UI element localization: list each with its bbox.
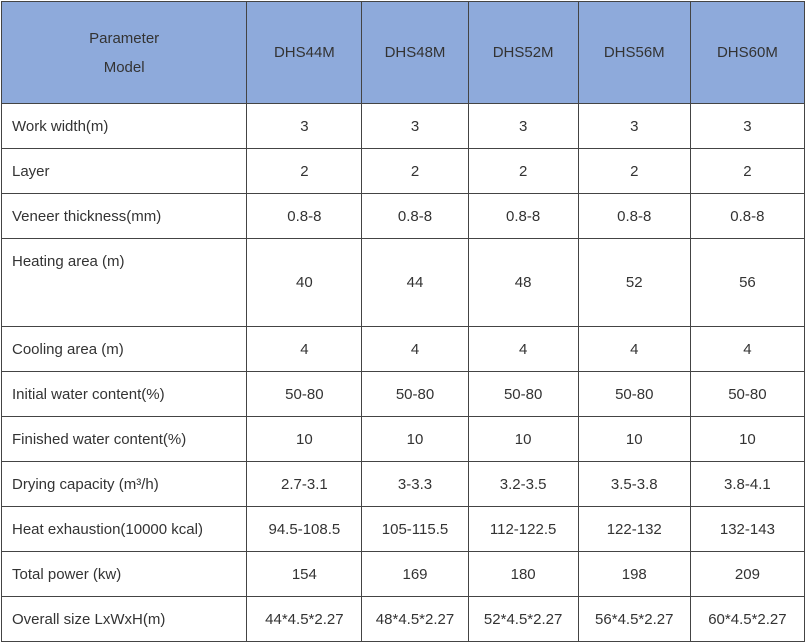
corner-text: Parameter	[89, 29, 160, 47]
table-row: Cooling area (m) 4 4 4 4 4	[0, 326, 806, 372]
row-label: Layer	[0, 148, 248, 194]
cell-value: 4	[467, 326, 579, 372]
cell-value: 50-80	[467, 371, 579, 417]
cell-value: 0.8-8	[246, 193, 363, 239]
cell-value: 10	[467, 416, 579, 462]
table-row: Layer 2 2 2 2 2	[0, 148, 806, 194]
header-row: Parameter Model DHS44M DHS48M DHS52M DHS56M DH…	[0, 1, 806, 104]
cell-value: 3-3.3	[361, 461, 469, 507]
row-label: Total power (kw)	[0, 551, 248, 597]
cell-value: 44*4.5*2.27	[246, 596, 363, 642]
cell-value: 60*4.5*2.27	[689, 596, 806, 642]
cell-value: 3	[689, 103, 806, 149]
cell-value: 4	[689, 326, 806, 372]
model-header: DHS48M	[361, 1, 469, 104]
cell-value: 209	[689, 551, 806, 597]
corner-text: Model	[103, 58, 145, 76]
cell-value: 50-80	[577, 371, 691, 417]
table-row: Heat exhaustion(10000 kcal) 94.5-108.5 105…	[0, 506, 806, 552]
cell-value: 56	[689, 238, 806, 327]
cell-value: 122-132	[577, 506, 691, 552]
row-label: Initial water content(%)	[0, 371, 248, 417]
table-row: Heating area (m) 40 44 48 52 56	[0, 238, 806, 327]
cell-value: 48	[467, 238, 579, 327]
cell-value: 40	[246, 238, 363, 327]
cell-value: 2	[467, 148, 579, 194]
row-label: Overall size LxWxH(m)	[0, 596, 248, 642]
cell-value: 4	[246, 326, 363, 372]
cell-value: 52*4.5*2.27	[467, 596, 579, 642]
row-label: Heating area (m)	[0, 238, 248, 327]
cell-value: 112-122.5	[467, 506, 579, 552]
cell-value: 48*4.5*2.27	[361, 596, 469, 642]
cell-value: 3	[577, 103, 691, 149]
cell-value: 3.8-4.1	[689, 461, 806, 507]
cell-value: 198	[577, 551, 691, 597]
cell-value: 3	[361, 103, 469, 149]
cell-value: 132-143	[689, 506, 806, 552]
cell-value: 10	[246, 416, 363, 462]
table-row: Overall size LxWxH(m) 44*4.5*2.27 48*4.5*2…	[0, 596, 806, 642]
table-row: Drying capacity (m³/h) 2.7-3.1 3-3.3 3.2-3.…	[0, 461, 806, 507]
cell-value: 3	[246, 103, 363, 149]
corner-cell: Parameter Model	[0, 1, 248, 104]
cell-value: 2	[689, 148, 806, 194]
table-row: Finished water content(%) 10 10 10 10 10	[0, 416, 806, 462]
cell-value: 50-80	[361, 371, 469, 417]
cell-value: 3.2-3.5	[467, 461, 579, 507]
table-row: Work width(m) 3 3 3 3 3	[0, 103, 806, 149]
cell-value: 180	[467, 551, 579, 597]
row-label: Drying capacity (m³/h)	[0, 461, 248, 507]
cell-value: 154	[246, 551, 363, 597]
cell-value: 94.5-108.5	[246, 506, 363, 552]
cell-value: 50-80	[246, 371, 363, 417]
row-label: Veneer thickness(mm)	[0, 193, 248, 239]
cell-value: 2.7-3.1	[246, 461, 363, 507]
cell-value: 4	[577, 326, 691, 372]
cell-value: 44	[361, 238, 469, 327]
cell-value: 0.8-8	[577, 193, 691, 239]
cell-value: 50-80	[689, 371, 806, 417]
table-row: Veneer thickness(mm) 0.8-8 0.8-8 0.8-8 0.8-8…	[0, 193, 806, 239]
cell-value: 10	[577, 416, 691, 462]
cell-value: 3	[467, 103, 579, 149]
cell-value: 10	[361, 416, 469, 462]
row-label: Cooling area (m)	[0, 326, 248, 372]
cell-value: 2	[577, 148, 691, 194]
cell-value: 2	[246, 148, 363, 194]
model-header: DHS44M	[246, 1, 363, 104]
cell-value: 0.8-8	[361, 193, 469, 239]
cell-value: 105-115.5	[361, 506, 469, 552]
table-row: Initial water content(%) 50-80 50-80 50-80 5…	[0, 371, 806, 417]
model-header: DHS60M	[689, 1, 806, 104]
cell-value: 56*4.5*2.27	[577, 596, 691, 642]
model-header: DHS52M	[467, 1, 579, 104]
row-label: Heat exhaustion(10000 kcal)	[0, 506, 248, 552]
model-header: DHS56M	[577, 1, 691, 104]
cell-value: 0.8-8	[467, 193, 579, 239]
cell-value: 0.8-8	[689, 193, 806, 239]
row-label: Work width(m)	[0, 103, 248, 149]
cell-value: 10	[689, 416, 806, 462]
cell-value: 169	[361, 551, 469, 597]
cell-value: 4	[361, 326, 469, 372]
table-row: Total power (kw) 154 169 180 198 209	[0, 551, 806, 597]
cell-value: 3.5-3.8	[577, 461, 691, 507]
cell-value: 2	[361, 148, 469, 194]
row-label: Finished water content(%)	[0, 416, 248, 462]
cell-value: 52	[577, 238, 691, 327]
